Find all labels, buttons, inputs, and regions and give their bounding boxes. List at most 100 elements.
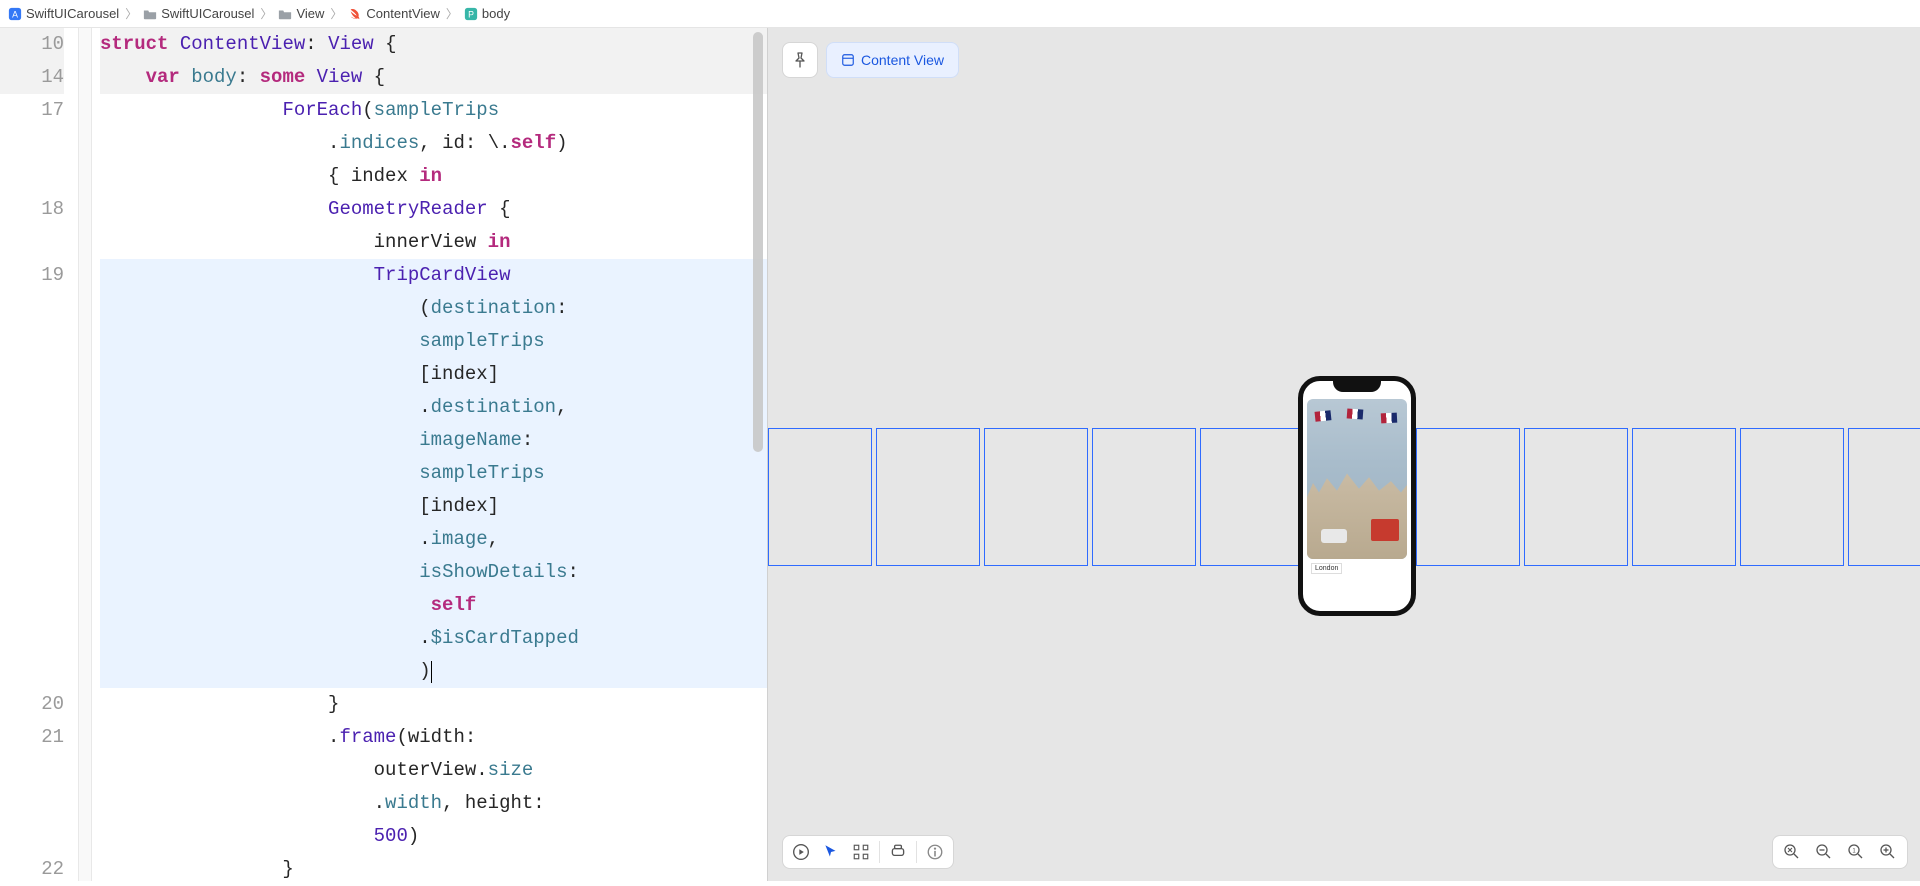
line-number: 21 — [0, 721, 64, 754]
device-notch — [1333, 380, 1381, 392]
code-line[interactable]: .indices, id: \.self) — [100, 127, 767, 160]
code-line[interactable]: self — [100, 589, 767, 622]
code-line[interactable]: imageName: — [100, 424, 767, 457]
code-line[interactable]: .frame(width: — [100, 721, 767, 754]
preview-canvas[interactable]: Content View London — [768, 28, 1920, 881]
code-area[interactable]: struct ContentView: View { var body: som… — [78, 28, 767, 881]
code-line[interactable]: ForEach(sampleTrips — [100, 94, 767, 127]
scrollbar-vertical[interactable] — [753, 32, 763, 452]
property-icon: P — [464, 7, 478, 21]
breadcrumb-label: body — [482, 6, 510, 21]
breadcrumb-item-file[interactable]: ContentView — [348, 6, 439, 21]
line-number — [0, 556, 64, 589]
zoom-fit-button[interactable] — [1781, 842, 1803, 862]
play-button[interactable] — [791, 842, 811, 862]
zoom-actual-button[interactable]: 1 — [1845, 842, 1867, 862]
line-number — [0, 391, 64, 424]
code-line[interactable]: .destination, — [100, 391, 767, 424]
folder-icon — [278, 7, 292, 21]
code-line[interactable]: outerView.size — [100, 754, 767, 787]
chevron-right-icon: 〉 — [125, 5, 137, 22]
line-number — [0, 160, 64, 193]
layout-icon — [841, 53, 855, 67]
carousel-card-placeholder[interactable] — [876, 428, 980, 566]
carousel-card-placeholder[interactable] — [1740, 428, 1844, 566]
code-line[interactable]: (destination: — [100, 292, 767, 325]
carousel-card-placeholder[interactable] — [1524, 428, 1628, 566]
code-line[interactable]: var body: some View { — [100, 61, 767, 94]
svg-text:P: P — [468, 9, 474, 19]
folder-icon — [143, 7, 157, 21]
carousel-card-placeholder[interactable] — [1092, 428, 1196, 566]
code-line[interactable]: { index in — [100, 160, 767, 193]
line-number — [0, 622, 64, 655]
line-number — [0, 292, 64, 325]
breadcrumb-label: View — [296, 6, 324, 21]
preview-toolbar-left — [782, 835, 954, 869]
code-line[interactable]: } — [100, 688, 767, 721]
line-number — [0, 589, 64, 622]
code-line[interactable]: struct ContentView: View { — [100, 28, 767, 61]
code-line[interactable]: [index] — [100, 490, 767, 523]
trip-card-image — [1307, 399, 1407, 559]
code-line[interactable]: innerView in — [100, 226, 767, 259]
info-button[interactable] — [925, 842, 945, 862]
breadcrumb-item-group[interactable]: SwiftUICarousel — [143, 6, 254, 21]
carousel-card-placeholder[interactable] — [1416, 428, 1520, 566]
code-line[interactable]: isShowDetails: — [100, 556, 767, 589]
line-number — [0, 358, 64, 391]
line-number — [0, 820, 64, 853]
line-number — [0, 457, 64, 490]
device-settings-button[interactable] — [888, 842, 908, 862]
zoom-in-button[interactable] — [1877, 842, 1899, 862]
breadcrumb-item-symbol[interactable]: P body — [464, 6, 510, 21]
code-line[interactable]: } — [100, 853, 767, 881]
code-line[interactable]: TripCardView — [100, 259, 767, 292]
line-number — [0, 226, 64, 259]
line-number: 14 — [0, 61, 64, 94]
line-number: 10 — [0, 28, 64, 61]
line-number — [0, 655, 64, 688]
code-line[interactable]: .$isCardTapped — [100, 622, 767, 655]
code-line[interactable]: .width, height: — [100, 787, 767, 820]
line-number: 19 — [0, 259, 64, 292]
code-line[interactable]: sampleTrips — [100, 325, 767, 358]
carousel-card-placeholder[interactable] — [984, 428, 1088, 566]
code-line[interactable]: GeometryReader { — [100, 193, 767, 226]
breadcrumb: A SwiftUICarousel 〉 SwiftUICarousel 〉 Vi… — [0, 0, 1920, 28]
preview-chip[interactable]: Content View — [826, 42, 959, 78]
line-number: 17 — [0, 94, 64, 127]
carousel-card-placeholder[interactable] — [768, 428, 872, 566]
trip-card-caption: London — [1311, 563, 1342, 574]
line-number: 22 — [0, 853, 64, 886]
line-number: 18 — [0, 193, 64, 226]
carousel-card-placeholder[interactable] — [1848, 428, 1920, 566]
breadcrumb-label: SwiftUICarousel — [26, 6, 119, 21]
code-line[interactable]: 500) — [100, 820, 767, 853]
svg-text:1: 1 — [1852, 849, 1856, 855]
line-number — [0, 127, 64, 160]
zoom-out-button[interactable] — [1813, 842, 1835, 862]
code-editor[interactable]: 1014171819202122 struct ContentView: Vie… — [0, 28, 768, 881]
carousel-card-placeholder[interactable] — [1200, 428, 1304, 566]
code-line[interactable]: ) — [100, 655, 767, 688]
select-button[interactable] — [821, 842, 841, 862]
breadcrumb-item-project[interactable]: A SwiftUICarousel — [8, 6, 119, 21]
line-gutter: 1014171819202122 — [0, 28, 78, 881]
pin-button[interactable] — [782, 42, 818, 78]
breadcrumb-label: ContentView — [366, 6, 439, 21]
app-icon: A — [8, 7, 22, 21]
line-number — [0, 424, 64, 457]
swift-icon — [348, 7, 362, 21]
code-line[interactable]: sampleTrips — [100, 457, 767, 490]
line-number — [0, 787, 64, 820]
chevron-right-icon: 〉 — [446, 5, 458, 22]
chevron-right-icon: 〉 — [330, 5, 342, 22]
line-number: 20 — [0, 688, 64, 721]
code-line[interactable]: [index] — [100, 358, 767, 391]
code-line[interactable]: .image, — [100, 523, 767, 556]
carousel-card-placeholder[interactable] — [1632, 428, 1736, 566]
variants-button[interactable] — [851, 842, 871, 862]
device-frame[interactable]: London — [1298, 376, 1416, 616]
breadcrumb-item-folder[interactable]: View — [278, 6, 324, 21]
